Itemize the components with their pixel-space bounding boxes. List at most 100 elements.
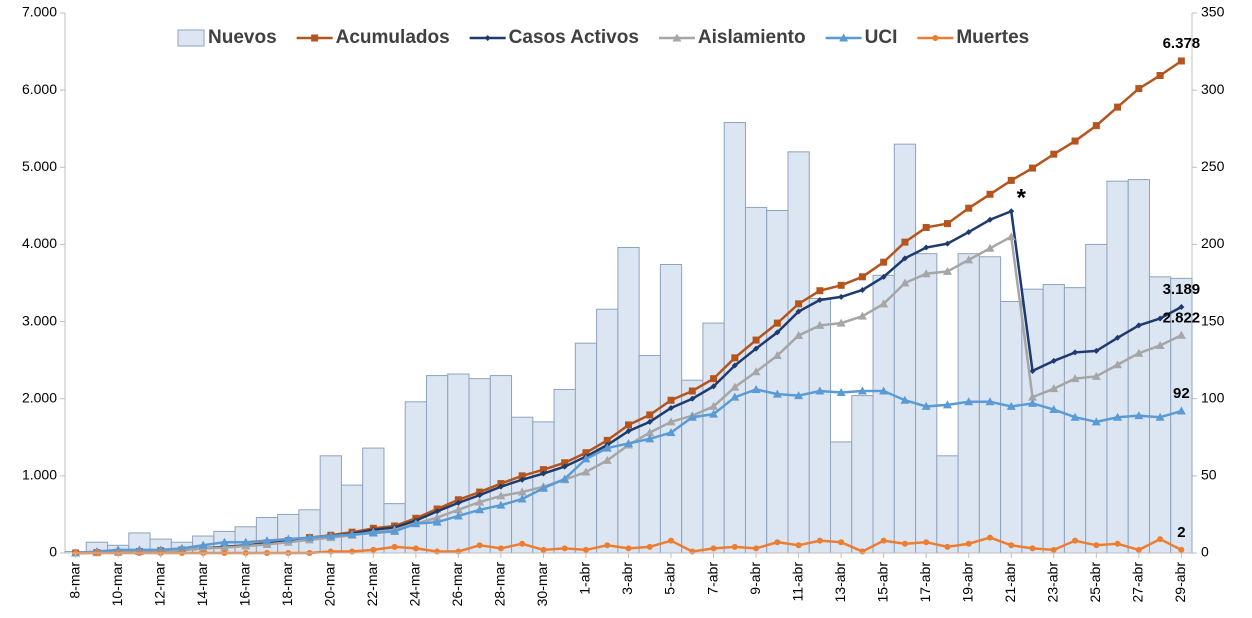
marker <box>453 511 463 520</box>
marker <box>1157 315 1164 322</box>
marker <box>519 540 526 547</box>
y-tick-label: 0 <box>49 544 57 560</box>
marker <box>1113 360 1123 369</box>
marker <box>1071 137 1079 145</box>
x-tick-label: 12-mar <box>151 562 167 607</box>
marker <box>839 33 849 42</box>
bar <box>1000 301 1023 554</box>
marker <box>219 537 229 546</box>
y-tick-label: 2.000 <box>22 389 57 405</box>
marker <box>581 467 591 476</box>
marker <box>772 389 782 398</box>
marker <box>1135 322 1142 329</box>
marker <box>305 533 315 542</box>
marker <box>624 438 633 447</box>
marker <box>1135 85 1143 93</box>
marker <box>923 244 930 251</box>
x-tick-label: 17-abr <box>917 562 933 603</box>
bar <box>766 209 789 554</box>
y2-tick-label: 0 <box>1201 544 1209 560</box>
legend-label: Nuevos <box>208 27 277 48</box>
marker <box>672 33 682 42</box>
marker <box>666 417 676 426</box>
marker <box>901 238 909 246</box>
marker <box>1114 103 1122 111</box>
marker <box>1091 417 1101 426</box>
marker <box>1050 150 1058 158</box>
marker <box>773 319 781 327</box>
marker <box>900 278 910 287</box>
marker <box>1070 412 1080 421</box>
y-tick-label: 3.000 <box>22 312 57 328</box>
marker <box>1177 57 1185 65</box>
marker <box>484 35 491 41</box>
x-tick-label: 30-mar <box>534 562 550 607</box>
marker <box>455 499 462 506</box>
marker <box>879 299 889 308</box>
marker <box>985 397 995 406</box>
marker <box>497 483 504 490</box>
marker <box>772 351 782 360</box>
marker <box>539 466 547 474</box>
marker <box>774 329 781 336</box>
marker <box>602 443 612 452</box>
marker <box>921 269 931 278</box>
x-tick-label: 5-abr <box>662 562 678 595</box>
marker <box>560 474 570 483</box>
marker <box>283 534 293 543</box>
y2-tick-label: 100 <box>1201 389 1225 405</box>
marker <box>942 266 952 275</box>
marker <box>1156 71 1164 79</box>
bar <box>744 206 768 554</box>
marker <box>815 386 825 395</box>
bar <box>617 247 640 554</box>
marker <box>731 354 739 362</box>
legend-label: Aislamiento <box>698 27 806 48</box>
marker <box>1029 164 1037 172</box>
bar <box>638 355 661 554</box>
bar <box>511 416 534 554</box>
marker <box>838 293 845 300</box>
marker <box>1114 334 1121 341</box>
x-tick-label: 7-abr <box>704 562 720 595</box>
marker <box>476 542 483 549</box>
x-tick-label: 10-mar <box>109 562 125 607</box>
y2-tick-label: 250 <box>1201 158 1225 174</box>
bar <box>277 513 300 554</box>
marker <box>311 34 319 42</box>
marker <box>1006 232 1016 241</box>
marker <box>1092 122 1100 130</box>
marker <box>774 539 781 546</box>
bar <box>447 373 470 554</box>
marker <box>411 519 421 528</box>
marker <box>434 548 441 555</box>
x-tick-label: 21-abr <box>1002 562 1018 603</box>
x-tick-label: 3-abr <box>619 562 635 595</box>
marker <box>795 542 802 549</box>
marker <box>453 505 463 514</box>
x-tick-label: 9-abr <box>747 562 763 595</box>
marker <box>751 384 761 393</box>
x-tick-label: 11-abr <box>789 562 805 602</box>
marker <box>434 508 441 515</box>
bar <box>1021 288 1044 554</box>
marker <box>1008 208 1015 215</box>
marker <box>731 362 738 369</box>
annotation: * <box>1017 185 1027 212</box>
marker <box>1049 384 1059 393</box>
marker <box>944 240 951 247</box>
bar <box>723 122 746 554</box>
marker <box>561 463 568 470</box>
marker <box>454 496 462 504</box>
marker <box>753 545 760 552</box>
legend-label: Muertes <box>956 27 1029 48</box>
marker <box>794 391 804 400</box>
data-label: 2.822 <box>1163 309 1201 326</box>
marker <box>880 258 888 266</box>
bar <box>1127 179 1150 554</box>
marker <box>1113 412 1123 421</box>
marker <box>816 537 823 544</box>
marker <box>475 505 485 514</box>
marker <box>880 273 887 280</box>
